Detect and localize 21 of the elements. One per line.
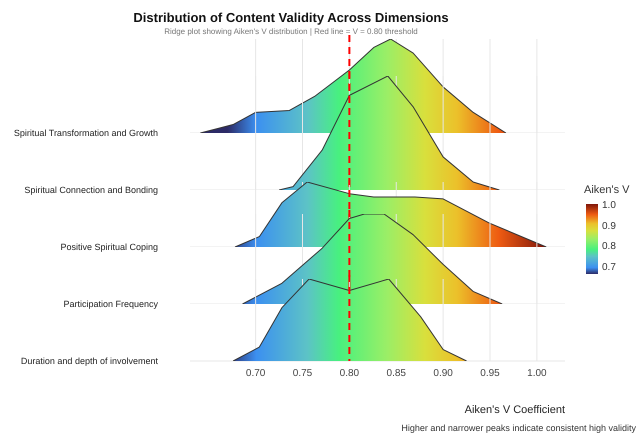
x-tick-label: 0.90 [433,368,454,379]
x-tick-label: 0.80 [340,368,360,379]
text: Positive Spiritual Coping [60,241,158,254]
x-tick-label: 0.95 [480,368,500,379]
x-tick-label: 0.70 [246,368,266,379]
x-tick-label: 1.00 [527,368,548,379]
x-axis-title: Aiken's V Coefficient [464,404,565,416]
chart-title: Distribution of Content Validity Across Dimensions [132,10,450,25]
text: Higher and narrower peaks indicate consistent high validity [401,423,636,433]
text: Participation Frequency [63,298,158,311]
text: Spiritual Transformation and Growth [14,127,158,140]
x-tick-label: 0.75 [292,368,313,379]
chart-subtitle: Ridge plot showing Aiken's V distribution | Red line = V = 0.80 threshold [163,27,419,36]
color-bar-label: 0.9 [602,220,616,233]
color-bar-label: 0.7 [602,262,616,274]
text: Duration and depth of involvement [20,355,158,368]
color-bar-label: 1.0 [602,200,616,212]
x-tick-label: 0.85 [386,368,406,379]
color-bar-label: 0.8 [602,241,616,254]
text: Spiritual Connection and Bonding [24,184,158,197]
color-bar-title: Aiken's V [584,184,630,196]
